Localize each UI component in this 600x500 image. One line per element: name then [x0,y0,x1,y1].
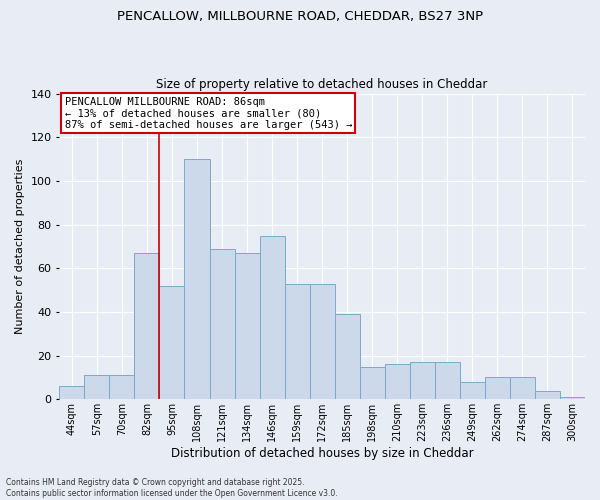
Bar [535,390,560,400]
Bar [485,378,510,400]
Bar [109,376,134,400]
Bar [560,397,585,400]
Bar [134,253,160,400]
Bar [310,284,335,400]
Bar [460,382,485,400]
Bar [235,253,260,400]
Bar [59,386,85,400]
Bar [410,362,435,400]
Title: Size of property relative to detached houses in Cheddar: Size of property relative to detached ho… [157,78,488,91]
X-axis label: Distribution of detached houses by size in Cheddar: Distribution of detached houses by size … [171,447,473,460]
Bar [284,284,310,400]
Bar [435,362,460,400]
Bar [184,159,209,400]
Bar [360,366,385,400]
Bar [160,286,184,400]
Bar [85,376,109,400]
Text: Contains HM Land Registry data © Crown copyright and database right 2025.
Contai: Contains HM Land Registry data © Crown c… [6,478,338,498]
Text: PENCALLOW MILLBOURNE ROAD: 86sqm
← 13% of detached houses are smaller (80)
87% o: PENCALLOW MILLBOURNE ROAD: 86sqm ← 13% o… [65,96,352,130]
Bar [385,364,410,400]
Text: PENCALLOW, MILLBOURNE ROAD, CHEDDAR, BS27 3NP: PENCALLOW, MILLBOURNE ROAD, CHEDDAR, BS2… [117,10,483,23]
Bar [260,236,284,400]
Y-axis label: Number of detached properties: Number of detached properties [15,158,25,334]
Bar [510,378,535,400]
Bar [209,248,235,400]
Bar [335,314,360,400]
